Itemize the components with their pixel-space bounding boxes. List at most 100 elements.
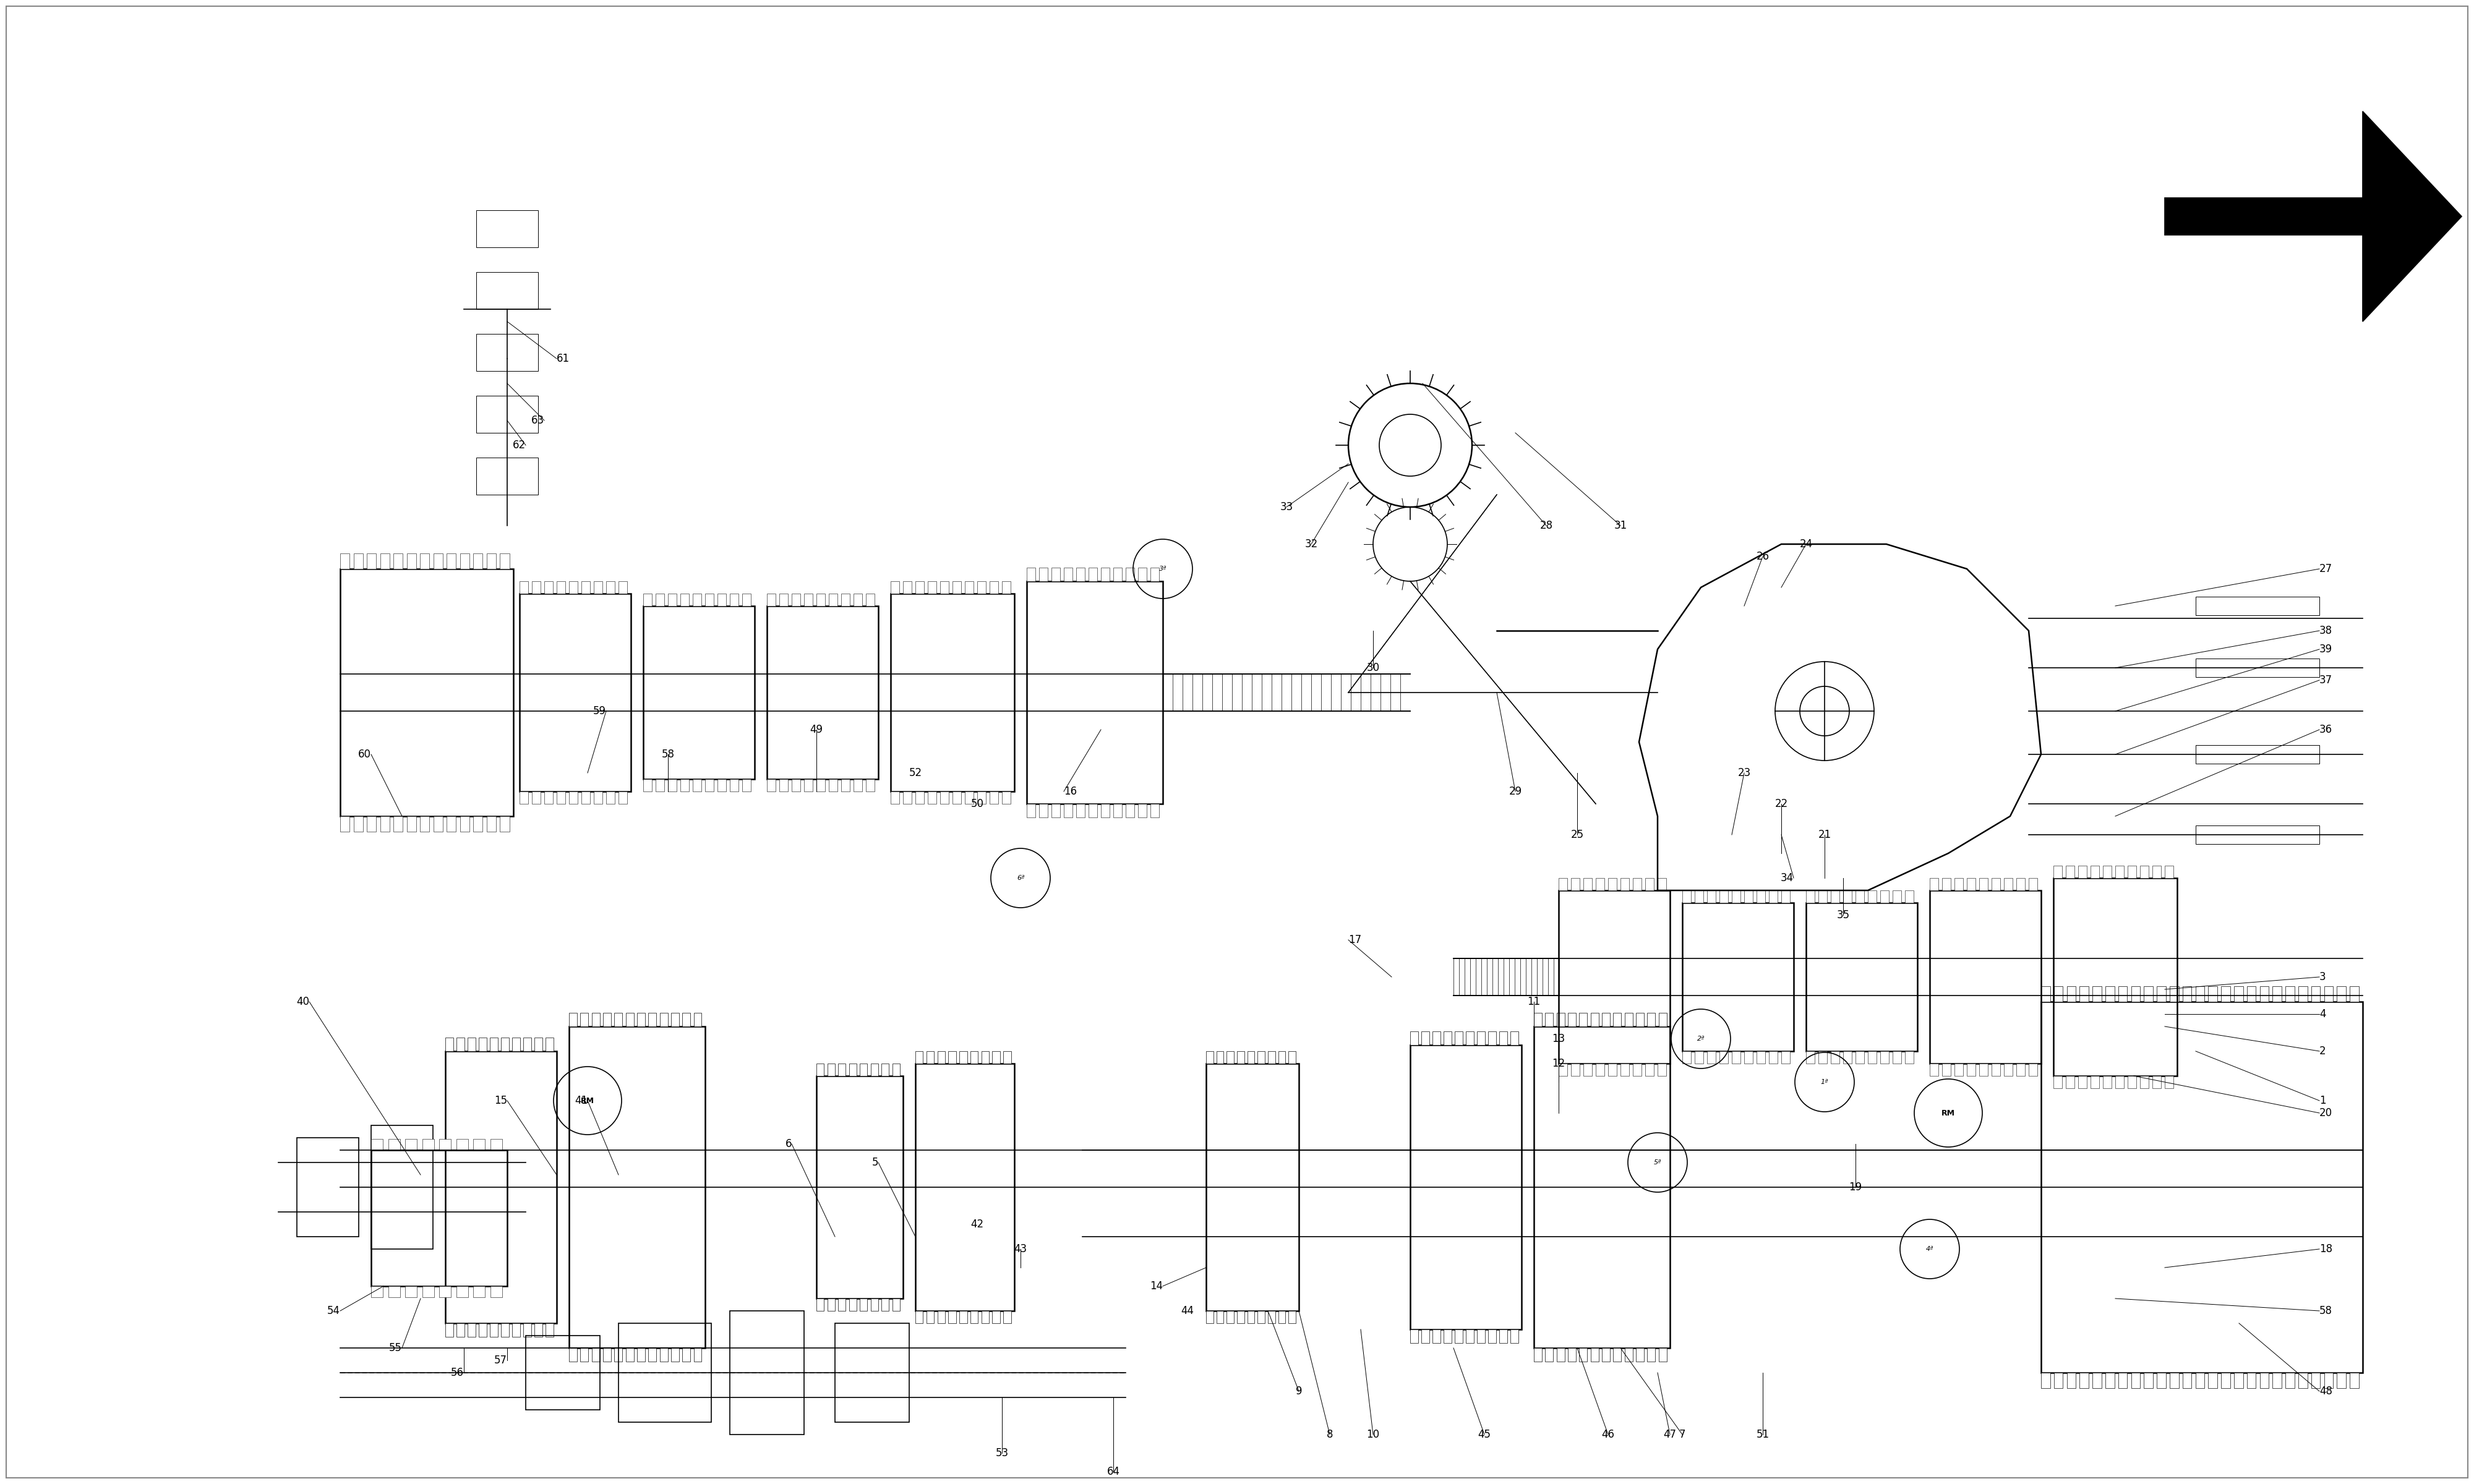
Bar	[891, 594, 1014, 791]
Bar	[970, 1051, 977, 1064]
Bar	[1603, 1012, 1611, 1027]
Bar	[1267, 1310, 1274, 1324]
Bar	[1930, 879, 1940, 890]
Bar	[792, 779, 802, 791]
Bar	[948, 1310, 955, 1324]
Bar	[881, 1298, 888, 1310]
Bar	[1942, 879, 1950, 890]
Text: 47: 47	[1663, 1429, 1677, 1439]
Bar	[557, 791, 564, 804]
Bar	[1695, 1051, 1702, 1064]
Bar	[2066, 1373, 2076, 1388]
Bar	[2078, 1076, 2088, 1088]
Bar	[354, 816, 364, 831]
Bar	[668, 594, 678, 605]
Bar	[487, 816, 495, 831]
Text: 16: 16	[1064, 787, 1076, 797]
Bar	[569, 1027, 705, 1347]
Bar	[656, 594, 663, 605]
Bar	[475, 272, 539, 309]
Bar	[2004, 1064, 2014, 1076]
Bar	[1682, 1051, 1692, 1064]
Bar	[544, 582, 554, 594]
Bar	[1027, 804, 1034, 818]
Bar	[2311, 1373, 2321, 1388]
Bar	[891, 791, 901, 804]
Bar	[1569, 1012, 1576, 1027]
Bar	[2053, 1076, 2063, 1088]
Bar	[2197, 597, 2321, 616]
Bar	[591, 1347, 599, 1362]
Bar	[1559, 879, 1569, 890]
Bar	[2066, 1076, 2073, 1088]
Bar	[524, 1336, 599, 1410]
Bar	[1279, 1051, 1286, 1064]
Bar	[445, 1037, 453, 1051]
Bar	[1442, 1031, 1452, 1045]
Bar	[881, 1064, 888, 1076]
Bar	[487, 554, 495, 568]
Bar	[1217, 1051, 1225, 1064]
Bar	[2103, 1076, 2113, 1088]
Bar	[1658, 879, 1667, 890]
Bar	[779, 779, 787, 791]
Bar	[990, 582, 997, 594]
Bar	[460, 816, 470, 831]
Bar	[952, 582, 960, 594]
Bar	[1410, 1330, 1418, 1343]
Bar	[2222, 1373, 2229, 1388]
Bar	[381, 554, 388, 568]
Bar	[1432, 1031, 1440, 1045]
Bar	[421, 816, 430, 831]
Bar	[670, 1347, 678, 1362]
Bar	[683, 1012, 690, 1027]
Bar	[1658, 1012, 1667, 1027]
Bar	[1967, 879, 1974, 890]
Bar	[2016, 1064, 2026, 1076]
Bar	[341, 568, 515, 816]
Text: 5ª: 5ª	[1653, 1159, 1663, 1165]
Bar	[1806, 890, 1816, 902]
Bar	[1569, 1347, 1576, 1362]
Bar	[500, 816, 510, 831]
Text: 62: 62	[512, 439, 524, 451]
Bar	[1954, 879, 1964, 890]
Bar	[960, 1051, 967, 1064]
Bar	[1487, 1330, 1497, 1343]
Bar	[341, 554, 349, 568]
Bar	[1499, 1031, 1507, 1045]
Text: 14: 14	[1150, 1281, 1163, 1291]
Bar	[915, 582, 925, 594]
Bar	[1645, 879, 1653, 890]
Bar	[2152, 865, 2162, 879]
Bar	[2350, 1373, 2358, 1388]
Text: 23: 23	[1737, 767, 1752, 779]
Bar	[604, 1347, 611, 1362]
Bar	[500, 1324, 510, 1337]
Bar	[767, 779, 777, 791]
Bar	[891, 582, 901, 594]
Bar	[742, 779, 752, 791]
Bar	[524, 1324, 532, 1337]
Bar	[2140, 865, 2147, 879]
Bar	[1004, 1051, 1012, 1064]
Bar	[581, 1012, 589, 1027]
Bar	[520, 594, 631, 791]
Bar	[1707, 1051, 1717, 1064]
Text: 21: 21	[1818, 830, 1831, 840]
Bar	[1905, 890, 1915, 902]
Bar	[1967, 1064, 1974, 1076]
Text: 56: 56	[450, 1367, 465, 1379]
Bar	[512, 1037, 520, 1051]
Bar	[903, 582, 910, 594]
Text: 20: 20	[2321, 1107, 2333, 1119]
Bar	[854, 779, 863, 791]
Bar	[1207, 1051, 1212, 1064]
Bar	[1227, 1310, 1235, 1324]
Bar	[925, 1051, 935, 1064]
Text: 55: 55	[388, 1343, 401, 1353]
Bar	[1113, 804, 1121, 818]
Bar	[1578, 1012, 1588, 1027]
Bar	[1880, 890, 1890, 902]
Bar	[1831, 890, 1841, 902]
